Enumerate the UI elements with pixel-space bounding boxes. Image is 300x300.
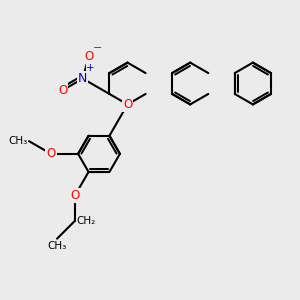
Text: O: O bbox=[46, 147, 56, 160]
Text: O: O bbox=[123, 98, 132, 111]
Text: O: O bbox=[84, 50, 93, 63]
Text: O: O bbox=[70, 189, 80, 202]
Text: CH₃: CH₃ bbox=[47, 241, 67, 251]
Text: +: + bbox=[86, 63, 95, 73]
Text: CH₃: CH₃ bbox=[8, 136, 28, 146]
Text: −: − bbox=[93, 43, 102, 53]
Text: N: N bbox=[78, 72, 88, 85]
Text: CH₂: CH₂ bbox=[76, 216, 96, 226]
Text: O: O bbox=[58, 84, 68, 97]
